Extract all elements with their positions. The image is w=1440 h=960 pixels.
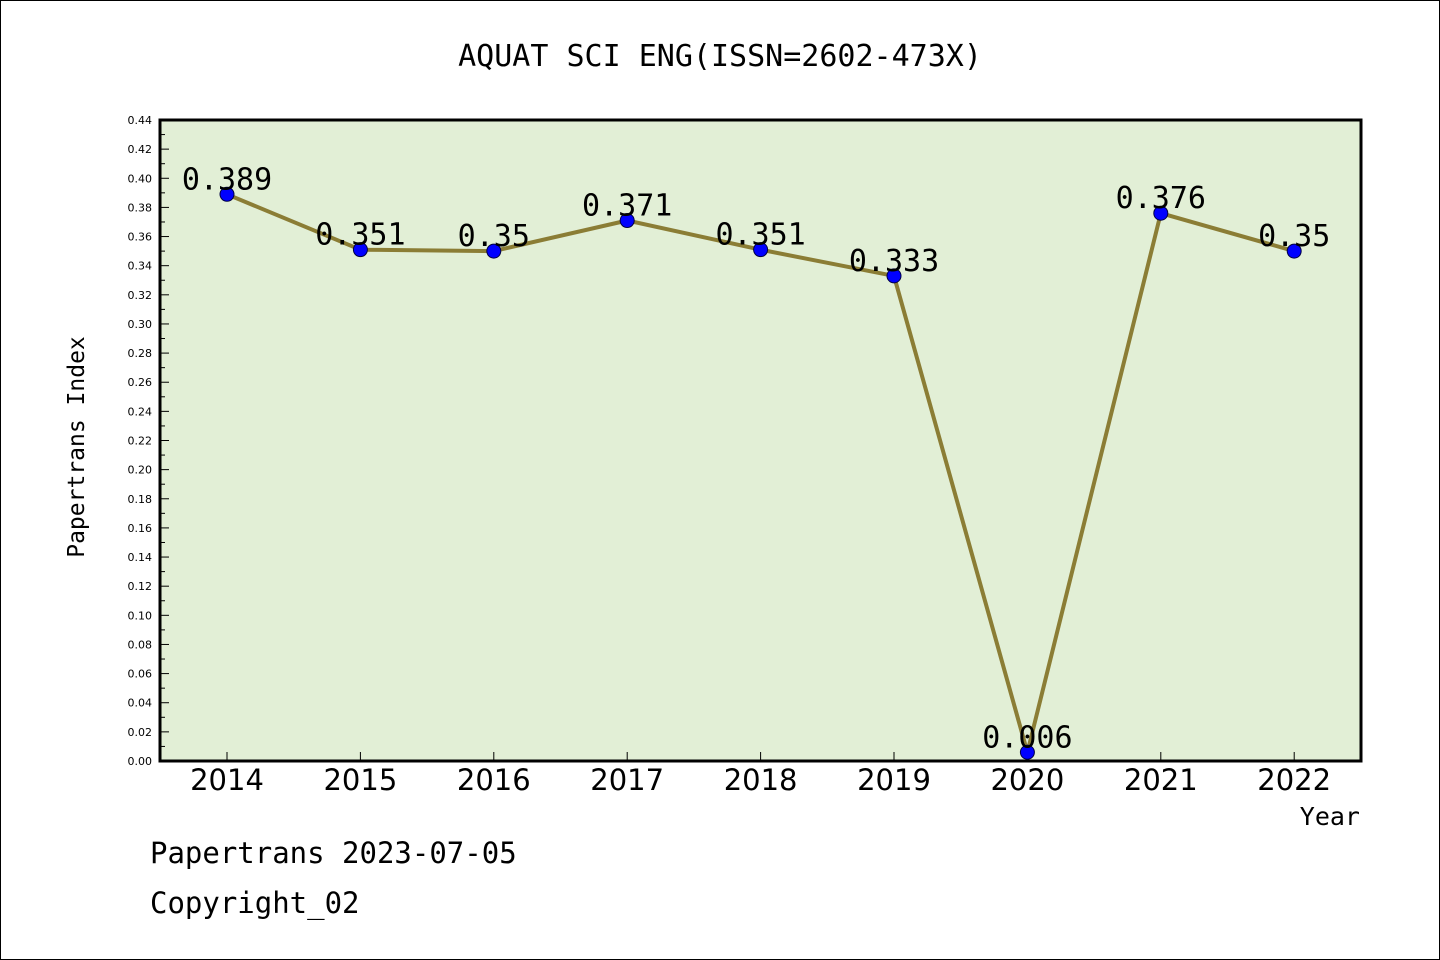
y-tick-label: 0.30 (128, 318, 153, 331)
y-tick-label: 0.28 (128, 347, 153, 360)
y-tick-label: 0.42 (128, 143, 153, 156)
y-tick-label: 0.34 (128, 260, 153, 273)
plot-border (158, 118, 1363, 763)
footer-copyright-text: Copyright_02 (150, 886, 360, 920)
data-point-marker (619, 213, 635, 229)
y-tick-label: 0.38 (128, 201, 153, 214)
x-axis-tick-labels: 2014 2015 2016 2017 2018 2019 2020 2021 2022 (190, 763, 1331, 797)
y-tick-label: 0.00 (128, 755, 153, 768)
data-label: 0.006 (982, 720, 1072, 755)
y-tick-label: 0.02 (128, 726, 153, 739)
data-point-marker (352, 242, 368, 258)
y-tick-label: 0.44 (128, 114, 153, 127)
x-tick-label: 2022 (1257, 763, 1331, 797)
y-tick-label: 0.20 (128, 464, 153, 477)
data-point-marker (1286, 243, 1302, 259)
y-tick-label: 0.22 (128, 435, 153, 448)
footer-date-text: Papertrans 2023-07-05 (150, 836, 517, 870)
data-label: 0.389 (182, 162, 272, 197)
data-point-marker (753, 242, 769, 258)
plot-area (160, 120, 1361, 761)
data-point-marker (1019, 744, 1035, 760)
chart-title: AQUAT SCI ENG(ISSN=2602-473X) (458, 39, 982, 74)
y-tick-label: 0.24 (128, 405, 153, 418)
data-label: 0.376 (1116, 181, 1206, 216)
data-point-marker (886, 268, 902, 284)
y-tick-label: 0.12 (128, 580, 153, 593)
data-label: 0.35 (1258, 219, 1330, 254)
y-tick-label: 0.18 (128, 493, 153, 506)
x-tick-label: 2020 (990, 763, 1064, 797)
y-tick-label: 0.06 (128, 668, 153, 681)
y-tick-label: 0.36 (128, 231, 153, 244)
y-tick-label: 0.40 (128, 172, 153, 185)
y-tick-label: 0.08 (128, 638, 153, 651)
data-label-group: 0.389 0.351 0.35 0.371 0.351 0.333 0.006 0.376 0… (182, 162, 1330, 755)
x-tick-label: 2015 (323, 763, 397, 797)
x-axis-title: Year (1300, 802, 1360, 831)
y-axis-title: Papertrans Index (64, 336, 90, 558)
y-tick-label: 0.10 (128, 609, 153, 622)
y-tick-label: 0.16 (128, 522, 153, 535)
x-tick-label: 2017 (590, 763, 664, 797)
data-label: 0.371 (582, 189, 672, 224)
y-tick-label: 0.32 (128, 289, 153, 302)
data-label: 0.351 (315, 218, 405, 253)
data-label: 0.333 (849, 244, 939, 279)
y-tick-label: 0.04 (128, 697, 153, 710)
y-axis-tick-labels: 0.00 0.02 0.04 0.06 0.08 0.10 0.12 0.14 0.16 0.18… (128, 114, 153, 768)
data-point-marker (486, 243, 502, 259)
data-label: 0.351 (715, 218, 805, 253)
data-point-marker (1153, 205, 1169, 221)
x-tick-label: 2021 (1124, 763, 1198, 797)
y-tick-label: 0.26 (128, 376, 153, 389)
data-label: 0.35 (458, 219, 530, 254)
x-tick-label: 2014 (190, 763, 264, 797)
x-tick-label: 2019 (857, 763, 931, 797)
x-tick-label: 2016 (457, 763, 531, 797)
marker-group (219, 186, 1302, 760)
y-tick-label: 0.14 (128, 551, 153, 564)
x-tick-label: 2018 (724, 763, 798, 797)
data-point-marker (219, 186, 235, 202)
